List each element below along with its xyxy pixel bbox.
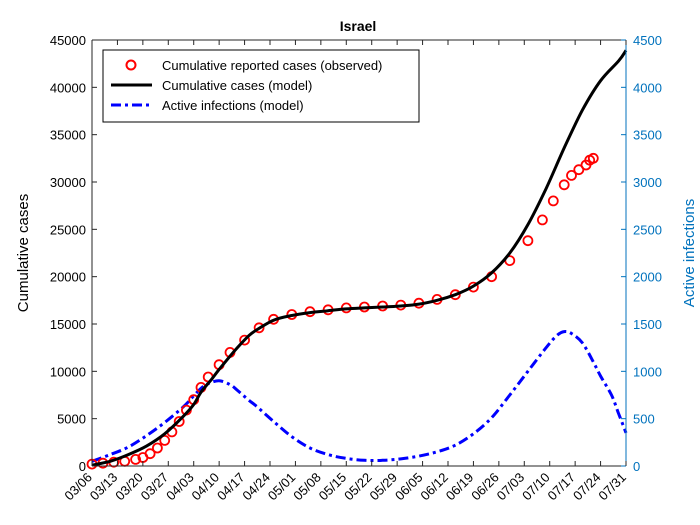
observed-point <box>144 448 156 460</box>
y-tick-label-left: 45000 <box>50 33 86 48</box>
x-tick-label: 05/01 <box>265 470 299 504</box>
observed-point <box>253 322 265 334</box>
x-tick-label: 04/17 <box>214 470 248 504</box>
observed-point <box>547 195 559 207</box>
y-tick-label-left: 0 <box>79 459 86 474</box>
observed-point <box>173 416 185 427</box>
x-tick-label: 05/15 <box>316 470 350 504</box>
y-tick-label-right: 0 <box>633 459 640 474</box>
x-tick-label: 06/26 <box>468 470 502 504</box>
y-tick-label-right: 4500 <box>633 33 662 48</box>
active-infections-line <box>91 330 628 463</box>
x-tick-label: 06/05 <box>392 470 426 504</box>
y-tick-label-right: 3500 <box>633 128 662 143</box>
legend: Cumulative reported cases (observed) Cum… <box>102 49 420 123</box>
x-tick-label: 07/10 <box>519 470 553 504</box>
y-tick-label-right: 4000 <box>633 80 662 95</box>
y-tick-label-left: 20000 <box>50 270 86 285</box>
legend-box <box>102 49 420 123</box>
x-tick-label: 03/27 <box>138 470 172 504</box>
chart-title: Israel <box>340 18 377 34</box>
observed-point <box>239 334 251 346</box>
x-tick-label: 04/24 <box>239 470 273 504</box>
y-tick-label-left: 35000 <box>50 128 86 143</box>
y-axis-label-right: Active infections <box>681 199 698 307</box>
x-tick-label: 03/06 <box>61 470 95 504</box>
observed-point <box>537 214 548 226</box>
x-tick-label: 04/03 <box>163 470 197 504</box>
observed-point <box>159 434 171 446</box>
x-tick-label: 05/22 <box>341 470 375 504</box>
y-tick-label-left: 10000 <box>50 364 86 379</box>
y-tick-label-right: 1000 <box>633 364 662 379</box>
observed-point <box>522 235 534 247</box>
x-tick-label: 04/10 <box>189 470 223 504</box>
y-tick-label-left: 40000 <box>50 80 86 95</box>
legend-model-label: Cumulative cases (model) <box>162 78 312 93</box>
x-tick-label: 07/17 <box>545 470 579 504</box>
x-tick-label: 06/19 <box>443 470 477 504</box>
x-tick-label: 05/29 <box>367 470 401 504</box>
observed-point <box>566 169 577 181</box>
x-tick-label: 07/31 <box>595 470 629 504</box>
legend-observed-marker <box>125 59 137 71</box>
y-axis-label-left: Cumulative cases <box>15 194 32 312</box>
cumulative-model-line <box>91 49 628 467</box>
observed-point <box>151 442 163 454</box>
x-tick-label: 07/03 <box>494 470 528 504</box>
x-tick-label: 05/08 <box>290 470 324 504</box>
legend-observed-label: Cumulative reported cases (observed) <box>162 58 382 73</box>
x-tick-label: 06/12 <box>417 470 451 504</box>
observed-point <box>573 164 585 176</box>
x-tick-label: 03/20 <box>112 470 146 504</box>
observed-point <box>587 152 599 164</box>
x-tick-label: 07/24 <box>570 470 604 504</box>
y-tick-label-right: 3000 <box>633 175 662 190</box>
y-tick-label-right: 2000 <box>633 270 662 285</box>
y-tick-label-left: 5000 <box>57 412 86 427</box>
y-tick-label-left: 15000 <box>50 317 86 332</box>
y-tick-label-right: 2500 <box>633 222 662 237</box>
legend-active-label: Active infections (model) <box>162 98 304 113</box>
y-tick-label-left: 25000 <box>50 222 86 237</box>
observed-point <box>449 289 461 301</box>
y-tick-label-right: 1500 <box>633 317 662 332</box>
y-tick-label-left: 30000 <box>50 175 86 190</box>
observed-point <box>558 179 570 191</box>
observed-point <box>130 453 142 465</box>
y-tick-label-right: 500 <box>633 412 655 427</box>
x-tick-label: 03/13 <box>87 470 121 504</box>
